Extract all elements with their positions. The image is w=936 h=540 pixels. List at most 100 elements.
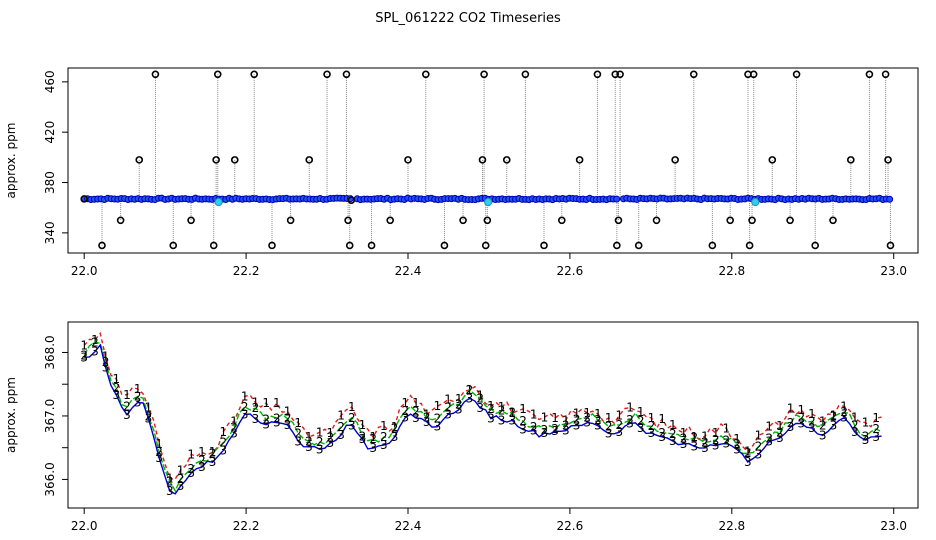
series-3-point: 3 (787, 420, 795, 434)
series-3-point: 3 (166, 484, 174, 498)
series-3-point: 3 (797, 417, 805, 431)
series-3-point: 3 (637, 421, 645, 435)
series-3-point: 3 (476, 401, 484, 415)
series-3-point: 3 (616, 425, 624, 439)
series-3-point: 3 (337, 428, 345, 442)
series-3-point: 3 (369, 441, 377, 455)
series-3-point: 3 (294, 434, 302, 448)
series-3-point: 3 (155, 451, 163, 465)
series-3-point: 3 (327, 436, 335, 450)
raw-co2-panel: 22.0 22.2 22.4 22.6 22.8 23.0340380420460appr… (4, 68, 918, 278)
series-3-point: 3 (262, 418, 270, 432)
series-3-point: 3 (466, 391, 474, 405)
series-3-point: 3 (840, 411, 848, 425)
series-3-point: 3 (220, 444, 228, 458)
series-3-point: 3 (626, 416, 634, 430)
series-3-point: 3 (134, 395, 142, 409)
series-3-point: 3 (348, 418, 356, 432)
series-3-point: 3 (669, 434, 677, 448)
series-3-point: 3 (862, 433, 870, 447)
series-3-point: 3 (112, 388, 120, 402)
series-1-point: 1 (862, 416, 870, 430)
series-3-point: 3 (808, 421, 816, 435)
series-3-point: 3 (541, 426, 549, 440)
series-3-point: 3 (573, 419, 581, 433)
series-3-point: 3 (145, 411, 153, 425)
series-3-point: 3 (284, 418, 292, 432)
series-1-point: 1 (262, 396, 270, 410)
series-3-point: 3 (519, 422, 527, 436)
y-tick-label: 340 (43, 221, 57, 244)
y-tick-label: 420 (43, 121, 57, 144)
series-3-point: 3 (530, 424, 538, 438)
series-3-point: 3 (648, 426, 656, 440)
x-tick-label: 22.6 (557, 519, 584, 533)
x-tick-label: 22.4 (395, 519, 422, 533)
series-3-point: 3 (412, 411, 420, 425)
series-1-point: 1 (658, 412, 666, 426)
series-3-point: 3 (872, 430, 880, 444)
series-3-point: 3 (744, 455, 752, 469)
series-3-point: 3 (680, 437, 688, 451)
series-3-point: 3 (733, 443, 741, 457)
x-tick-label: 22.4 (395, 264, 422, 278)
series-3-point: 3 (487, 412, 495, 426)
y-axis-label: approx. ppm (4, 377, 18, 453)
series-3-point: 3 (359, 432, 367, 446)
baseline-point (887, 196, 893, 202)
baseline-point (614, 196, 620, 202)
series-1-point: 1 (787, 402, 795, 416)
series-3-point: 3 (102, 360, 110, 374)
y-tick-label: 460 (43, 70, 57, 93)
y-tick-label: 368.0 (43, 335, 57, 369)
series-3-point: 3 (252, 412, 260, 426)
series-3-point: 3 (712, 439, 720, 453)
series-3-point: 3 (605, 426, 613, 440)
series-3-point: 3 (701, 441, 709, 455)
series-3-point: 3 (305, 440, 313, 454)
series-3-point: 3 (316, 442, 324, 456)
flag-point (752, 198, 759, 205)
series-3-point: 3 (423, 415, 431, 429)
series-3-point: 3 (91, 345, 99, 359)
series-3-point: 3 (498, 414, 506, 428)
flag-point (215, 198, 222, 205)
series-3-point: 3 (187, 466, 195, 480)
series-3-point: 3 (80, 350, 88, 364)
series-3-point: 3 (455, 403, 463, 417)
series-3-point: 3 (123, 408, 131, 422)
series-3-point: 3 (819, 428, 827, 442)
series-3-point: 3 (401, 410, 409, 424)
figure-title: SPL_061222 CO2 Timeseries (375, 11, 561, 26)
series-3-point: 3 (273, 416, 281, 430)
series-3-point: 3 (765, 434, 773, 448)
series-3-point: 3 (851, 425, 859, 439)
series-3-point: 3 (551, 424, 559, 438)
series-3-point: 3 (209, 455, 217, 469)
x-tick-label: 22.8 (718, 264, 745, 278)
series-3-point: 3 (562, 424, 570, 438)
x-tick-label: 22.0 (71, 264, 98, 278)
x-tick-label: 23.0 (880, 519, 907, 533)
series-3-point: 3 (583, 416, 591, 430)
x-tick-label: 22.8 (718, 519, 745, 533)
series-3-point: 3 (508, 413, 516, 427)
series-3-point: 3 (198, 460, 206, 474)
smoothed-co2-panel: 22.0 22.2 22.4 22.6 22.8 23.0 366.0 367.0 368.0 a… (4, 322, 918, 533)
series-1-point: 1 (273, 396, 281, 410)
series-3-point: 3 (241, 407, 249, 421)
y-tick-label: 367.0 (43, 399, 57, 433)
series-3-point: 3 (434, 420, 442, 434)
x-tick-label: 22.2 (233, 519, 260, 533)
series-3-point: 3 (755, 447, 763, 461)
series-3-point: 3 (230, 426, 238, 440)
series-3-point: 3 (658, 430, 666, 444)
series-3-point: 3 (690, 439, 698, 453)
x-tick-label: 22.0 (71, 519, 98, 533)
series-1-point: 1 (187, 447, 195, 461)
x-tick-label: 22.2 (233, 264, 260, 278)
series-3-point: 3 (723, 436, 731, 450)
series-3-point: 3 (776, 431, 784, 445)
series-3-point: 3 (444, 407, 452, 421)
chart-figure: SPL_061222 CO2 Timeseries 22.0 22.2 22.4 22… (0, 0, 936, 540)
